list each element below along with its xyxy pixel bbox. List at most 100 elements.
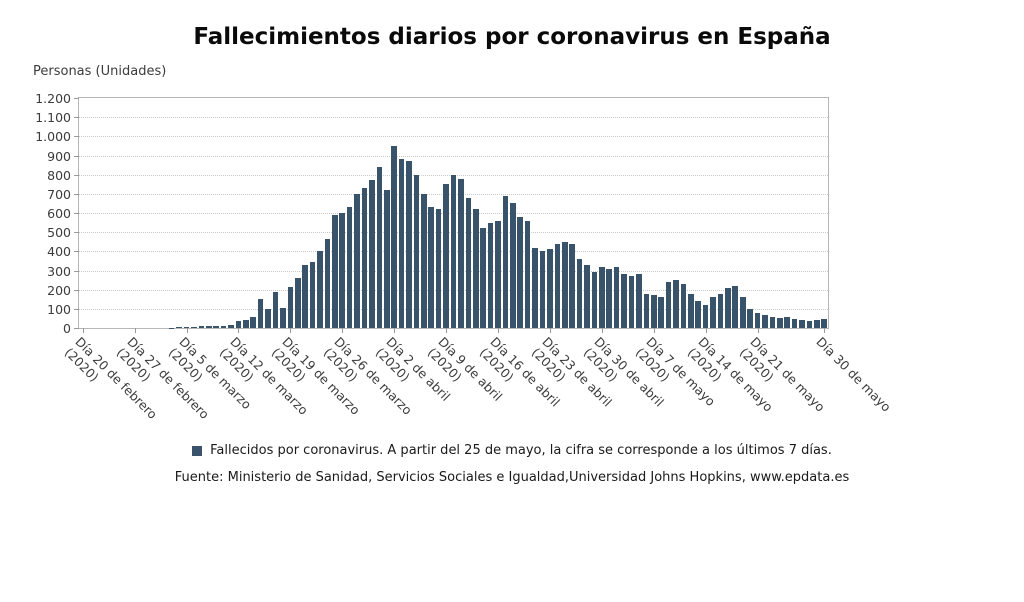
bar bbox=[317, 251, 323, 328]
legend: Fallecidos por coronavirus. A partir del… bbox=[0, 443, 1024, 458]
bar bbox=[458, 178, 464, 328]
y-tick-label: 0 bbox=[63, 321, 71, 336]
bar bbox=[532, 247, 538, 328]
x-axis-tick bbox=[394, 328, 396, 333]
bar bbox=[725, 287, 731, 328]
bar bbox=[361, 188, 368, 328]
x-axis-tick bbox=[290, 328, 292, 333]
bar bbox=[354, 193, 360, 328]
bar bbox=[413, 174, 420, 328]
y-axis-tick bbox=[74, 136, 79, 138]
legend-swatch-icon bbox=[192, 445, 203, 456]
bar bbox=[228, 325, 234, 328]
bar bbox=[702, 305, 709, 328]
bar bbox=[435, 209, 442, 328]
bar bbox=[287, 286, 294, 328]
gridline bbox=[79, 117, 828, 119]
bar bbox=[198, 326, 205, 328]
bar bbox=[762, 314, 768, 328]
y-tick-label: 1.100 bbox=[35, 110, 71, 126]
y-axis-tick bbox=[74, 174, 79, 176]
bar bbox=[465, 197, 472, 328]
chart-title: Fallecimientos diarios por coronavirus e… bbox=[193, 24, 831, 50]
bar bbox=[391, 145, 397, 328]
x-axis-tick bbox=[186, 328, 188, 333]
x-axis-tick bbox=[238, 328, 240, 333]
y-tick-label: 900 bbox=[47, 148, 71, 164]
bar bbox=[628, 276, 635, 328]
bar bbox=[272, 291, 279, 328]
bar bbox=[450, 174, 457, 328]
y-axis-tick bbox=[74, 308, 79, 310]
bar bbox=[220, 326, 227, 328]
bar bbox=[265, 308, 271, 328]
x-axis-tick bbox=[82, 328, 84, 333]
bar bbox=[443, 184, 449, 328]
bar bbox=[747, 308, 753, 328]
y-axis-tick bbox=[74, 232, 79, 234]
y-axis-tick bbox=[74, 155, 79, 157]
bar bbox=[776, 318, 783, 328]
y-axis-tick bbox=[74, 270, 79, 272]
y-tick-label: 800 bbox=[47, 167, 71, 183]
bar bbox=[687, 293, 694, 328]
y-axis-tick bbox=[74, 251, 79, 253]
bar bbox=[673, 280, 679, 328]
bar bbox=[517, 216, 524, 328]
bar bbox=[791, 319, 798, 328]
y-axis-tick bbox=[74, 328, 79, 329]
bar bbox=[309, 261, 316, 328]
bar bbox=[643, 293, 650, 328]
bar bbox=[739, 297, 746, 328]
x-axis-tick bbox=[757, 328, 759, 333]
bar bbox=[591, 272, 598, 328]
bar bbox=[665, 282, 672, 328]
bar bbox=[213, 325, 219, 328]
bar bbox=[510, 203, 516, 328]
bar bbox=[339, 213, 346, 328]
bar bbox=[302, 264, 308, 328]
legend-label: Fallecidos por coronavirus. A partir del… bbox=[210, 443, 832, 458]
bar bbox=[799, 320, 805, 328]
bar bbox=[183, 327, 190, 328]
bar bbox=[576, 259, 583, 328]
y-tick-label: 700 bbox=[47, 186, 71, 202]
y-tick-label: 500 bbox=[47, 225, 71, 241]
bar bbox=[495, 220, 501, 328]
y-axis-tick bbox=[74, 117, 79, 119]
bar bbox=[547, 249, 553, 328]
bar bbox=[717, 293, 724, 328]
bar bbox=[324, 238, 331, 328]
bar bbox=[606, 268, 613, 328]
bar bbox=[383, 190, 390, 328]
bar bbox=[806, 321, 813, 328]
bar bbox=[695, 301, 702, 328]
bar bbox=[487, 222, 494, 328]
bar bbox=[732, 285, 739, 328]
bar bbox=[680, 283, 687, 328]
y-axis-tick bbox=[74, 289, 79, 291]
y-tick-label: 100 bbox=[47, 301, 71, 317]
y-tick-label: 300 bbox=[47, 263, 71, 279]
bar bbox=[636, 274, 642, 328]
bar bbox=[561, 241, 568, 328]
bar bbox=[294, 278, 301, 328]
y-tick-label: 600 bbox=[47, 206, 71, 221]
bar bbox=[554, 243, 561, 328]
bar bbox=[584, 264, 590, 328]
y-tick-label: 200 bbox=[47, 282, 71, 298]
bar bbox=[539, 251, 546, 328]
gridline bbox=[79, 155, 828, 157]
bar bbox=[621, 274, 627, 328]
bar bbox=[332, 214, 338, 328]
bar bbox=[257, 299, 264, 328]
bar bbox=[406, 161, 412, 328]
y-axis-tick bbox=[74, 98, 79, 99]
bar bbox=[613, 266, 620, 328]
bar bbox=[599, 266, 605, 328]
bar bbox=[398, 159, 405, 328]
bar bbox=[472, 209, 479, 328]
gridline bbox=[79, 136, 828, 138]
y-axis-tick bbox=[74, 193, 79, 195]
